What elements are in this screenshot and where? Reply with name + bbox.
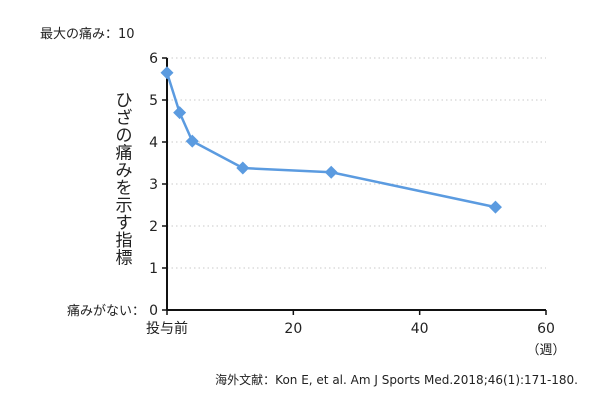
source-citation: 海外文献：Kon E, et al. Am J Sports Med.2018;…: [215, 372, 578, 387]
data-point-4: [324, 165, 338, 179]
y-tick-labels: 0 1 2 3 4 5 6: [149, 51, 158, 319]
y-axis-label-char: ひ: [116, 91, 133, 111]
series: [165, 72, 496, 209]
x-tick-label-0: 投与前: [146, 320, 188, 337]
y-axis-label: ひざの痛みを示す指標: [116, 91, 133, 269]
x-axis-unit: （週）: [526, 343, 565, 358]
max-pain-annotation: 最大の痛み：10: [40, 26, 135, 42]
data-point-5: [488, 200, 502, 214]
data-points: [160, 66, 502, 214]
y-axis-label-char: す: [116, 214, 133, 234]
y-axis-label-char: の: [116, 126, 133, 146]
data-point-3: [236, 161, 250, 175]
y-axis-label-char: 標: [116, 249, 133, 269]
x-tick-labels: 投与前 20 40 60: [146, 320, 555, 337]
x-tick-label-40: 40: [411, 321, 429, 337]
y-tick-label-4: 4: [149, 135, 158, 151]
x-tick-label-60: 60: [537, 321, 555, 337]
y-axis-label-char: 示: [116, 196, 133, 216]
y-tick-label-5: 5: [149, 93, 158, 109]
y-axis-label-char: 指: [116, 231, 133, 251]
y-tick-label-6: 6: [149, 51, 158, 67]
y-axis-label-char: み: [116, 161, 133, 181]
y-axis-label-char: ざ: [116, 108, 133, 129]
y-tick-label-1: 1: [149, 261, 158, 277]
data-point-1: [173, 106, 187, 120]
x-tick-label-20: 20: [284, 321, 302, 337]
series-line: [165, 72, 496, 209]
gridlines: [167, 57, 546, 269]
data-point-2: [185, 134, 199, 148]
y-axis-label-char: を: [116, 179, 133, 199]
y-axis-label-char: 痛: [116, 144, 133, 164]
y-tick-label-0: 0: [149, 303, 158, 319]
data-point-0: [160, 66, 174, 80]
y-tick-label-2: 2: [149, 219, 158, 235]
y-tick-label-3: 3: [149, 177, 158, 193]
no-pain-annotation: 痛みがない：: [67, 303, 145, 319]
axes: [162, 57, 547, 315]
